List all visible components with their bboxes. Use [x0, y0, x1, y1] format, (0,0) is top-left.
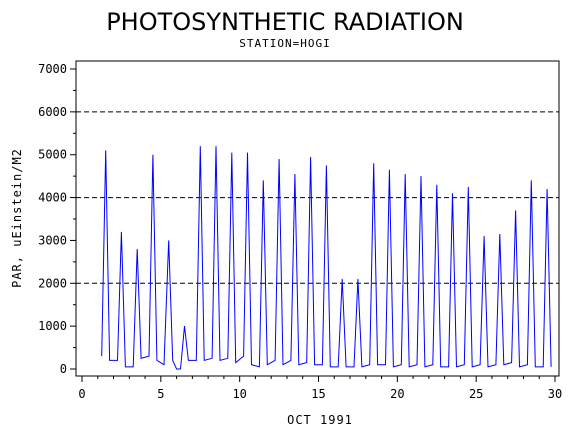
y-tick-label: 1000 [38, 319, 67, 333]
chart-subtitle: STATION=HOGI [239, 37, 330, 50]
y-tick-label: 0 [60, 362, 67, 376]
x-tick-label: 0 [78, 387, 85, 401]
y-axis: 0 1000 2000 3000 4000 5000 6000 7000 [38, 62, 76, 376]
x-axis: 0 5 10 15 20 25 30 [78, 376, 562, 401]
y-tick-label: 2000 [38, 276, 67, 290]
x-tick-label: 10 [232, 387, 246, 401]
y-tick-label: 7000 [38, 62, 67, 76]
y-tick-label: 4000 [38, 191, 67, 205]
x-tick-label: 20 [390, 387, 404, 401]
reference-lines [76, 111, 559, 284]
series-line [101, 146, 552, 370]
y-tick-label: 5000 [38, 148, 67, 162]
x-tick-label: 5 [157, 387, 164, 401]
x-tick-label: 30 [548, 387, 562, 401]
y-tick-label: 6000 [38, 105, 67, 119]
x-tick-label: 15 [311, 387, 325, 401]
x-tick-label: 25 [469, 387, 483, 401]
y-tick-label: 3000 [38, 233, 67, 247]
plot-series [101, 146, 552, 370]
y-axis-label: PAR, uEinstein/M2 [10, 148, 24, 288]
x-axis-label: OCT 1991 [287, 413, 353, 427]
chart-title: PHOTOSYNTHETIC RADIATION [106, 8, 464, 36]
